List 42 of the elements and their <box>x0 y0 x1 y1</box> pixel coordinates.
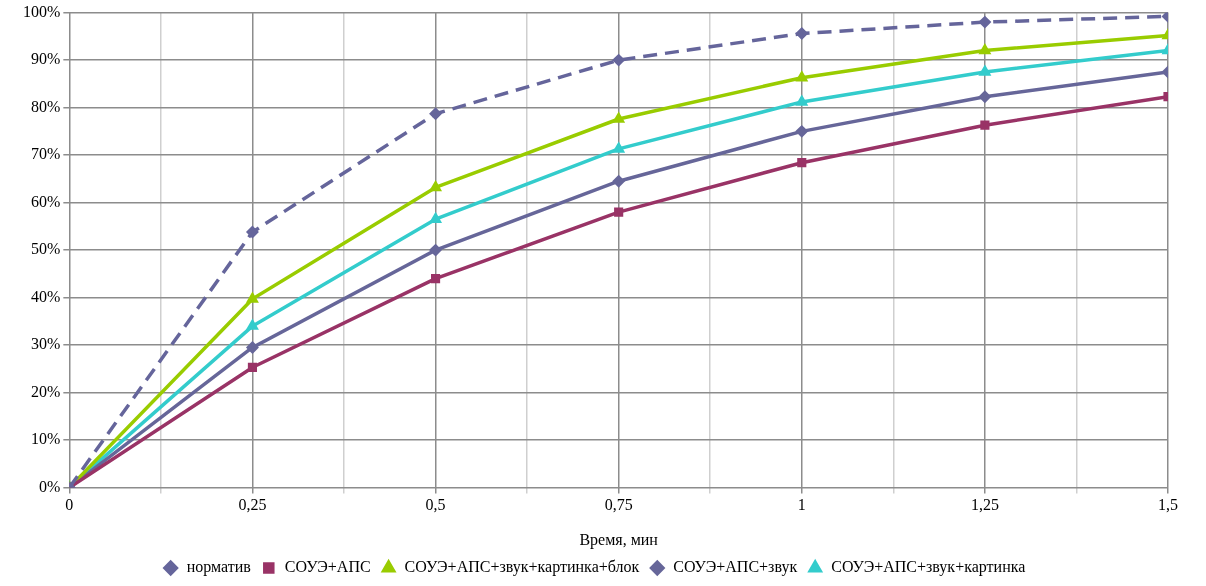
y-tick-label: 60% <box>31 192 61 210</box>
legend-label: норматив <box>186 558 252 577</box>
point <box>980 120 990 130</box>
point <box>796 27 808 40</box>
y-tick-label: 10% <box>31 430 61 448</box>
point <box>979 16 991 28</box>
legend-label: СОУЭ+АПС+звук+картинка+блок <box>404 558 640 577</box>
y-tick-label: 100% <box>23 2 61 20</box>
x-tick-label: 0,75 <box>604 496 633 514</box>
legend-label: СОУЭ+АПС <box>284 558 371 576</box>
point <box>612 54 625 66</box>
point <box>797 158 807 168</box>
point <box>430 213 441 223</box>
y-tick-label: 90% <box>31 50 61 68</box>
x-axis-title: Время, мин <box>579 530 659 549</box>
point <box>979 44 991 55</box>
point <box>247 362 258 372</box>
x-tick-label: 0,25 <box>238 496 267 514</box>
x-tick-label: 1,5 <box>1158 496 1178 514</box>
point <box>979 90 991 103</box>
x-tick-label: 0,5 <box>425 496 446 514</box>
point <box>246 226 259 238</box>
point <box>614 207 624 217</box>
y-tick-label: 20% <box>31 382 61 400</box>
y-tick-label: 30% <box>31 335 61 353</box>
x-tick-label: 1,25 <box>970 496 999 514</box>
point <box>429 244 442 256</box>
point <box>430 274 441 284</box>
point <box>796 125 808 138</box>
point <box>246 341 259 354</box>
y-tick-label: 50% <box>31 240 61 258</box>
y-tick-label: 40% <box>31 287 61 305</box>
y-tick-label: 70% <box>31 145 61 163</box>
legend-label: СОУЭ+АПС+звук+картинка <box>831 558 1026 577</box>
y-tick-label: 80% <box>31 97 61 115</box>
point <box>430 181 441 192</box>
y-tick-label: 0% <box>39 477 61 495</box>
x-tick-label: 1 <box>797 496 806 514</box>
point <box>612 175 625 187</box>
point <box>429 108 442 120</box>
x-tick-label: 0 <box>65 496 74 514</box>
legend-label: СОУЭ+АПС+звук <box>673 558 798 577</box>
